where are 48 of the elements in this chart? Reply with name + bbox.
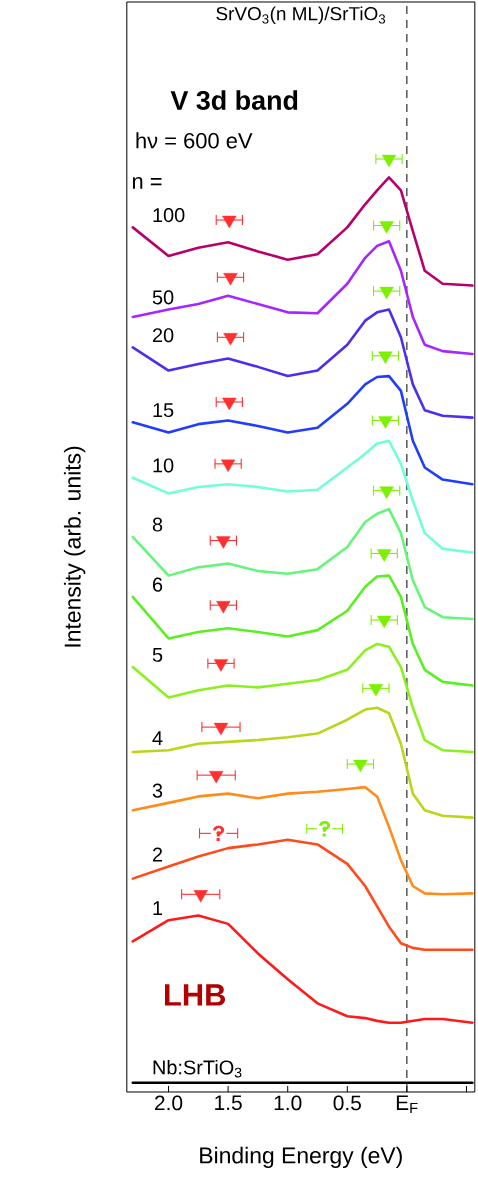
series-label: 1 (153, 901, 163, 915)
series-label: 100 (153, 208, 185, 223)
text: hν = 600 eV (136, 132, 253, 149)
point (223, 333, 238, 346)
point (193, 890, 208, 903)
series-label: 3 (152, 783, 163, 798)
point (216, 600, 231, 614)
point (353, 759, 368, 773)
x-tick-label: 2.0 (155, 1095, 183, 1111)
x-axis-title: Binding Energy (eV) (200, 1146, 402, 1169)
annotation: ? (319, 821, 331, 837)
series-label: 5 (152, 647, 163, 662)
point (221, 459, 236, 473)
point (223, 273, 238, 286)
series-label: 10 (153, 458, 174, 473)
point (222, 397, 237, 411)
point (377, 549, 392, 562)
series-label: 20 (153, 328, 174, 343)
series-label: 6 (153, 577, 163, 592)
point (368, 684, 384, 697)
point (381, 154, 397, 168)
point (379, 486, 394, 499)
series-label: 2 (153, 847, 163, 862)
annotation: LHB (165, 984, 226, 1006)
point (377, 615, 392, 629)
x-tick-label: 1.5 (215, 1095, 242, 1111)
annotation: ? (212, 825, 225, 841)
series-label: 50 (152, 290, 174, 305)
x-tick-label: 0.5 (333, 1095, 362, 1111)
series-label: 15 (153, 403, 174, 418)
y-axis-title: Intensity (arb. units) (64, 446, 86, 647)
series-label: 4 (152, 731, 163, 746)
point (379, 286, 394, 300)
chart-title: SrVO$_{3}$(n ML)/SrTiO$_{3}$ (216, 6, 386, 25)
point (209, 770, 224, 784)
text: V 3d band (170, 90, 298, 110)
x-tick-label: 1.0 (274, 1095, 302, 1111)
x-tick-label: E$_{F}$ (397, 1095, 418, 1113)
point (222, 215, 237, 229)
annotation: n = (133, 177, 162, 189)
point (378, 351, 393, 364)
series-label: Nb:SrTiO$_{3}$ (153, 1059, 242, 1078)
point (378, 416, 393, 429)
point (216, 536, 231, 549)
point (213, 659, 229, 672)
point (379, 221, 394, 234)
series-label: 8 (152, 517, 163, 532)
point (213, 722, 229, 736)
